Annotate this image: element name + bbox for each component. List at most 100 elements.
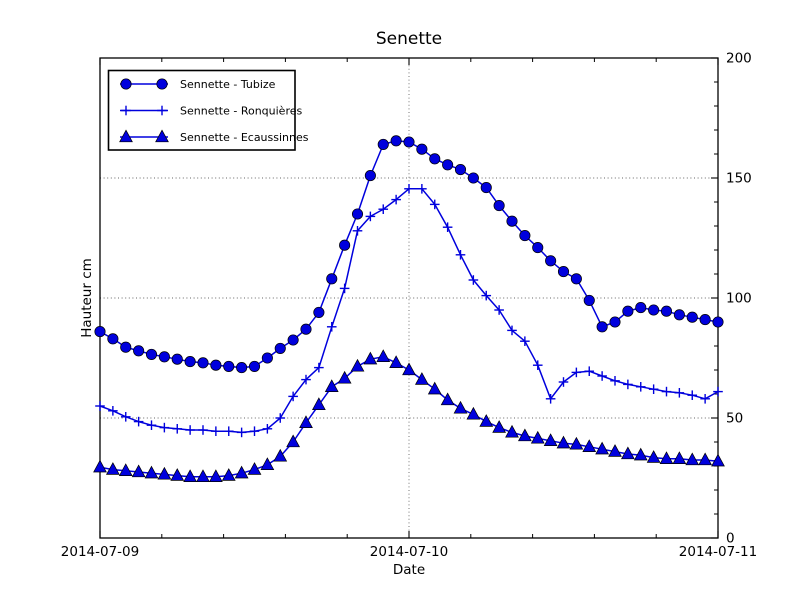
series-marker-Sennette - Tubize — [210, 359, 222, 371]
series-marker-Sennette - Tubize — [583, 294, 595, 306]
series-marker-Sennette - Tubize — [467, 172, 479, 184]
series-marker-Sennette - Ecaussinnes — [363, 351, 378, 365]
series-marker-Sennette - Tubize — [107, 333, 119, 345]
series-marker-Sennette - Tubize — [145, 348, 158, 360]
series-marker-Sennette - Tubize — [171, 353, 183, 365]
series-marker-Sennette - Tubize — [274, 342, 286, 354]
series-marker-Sennette - Tubize — [635, 302, 647, 314]
series-marker-Sennette - Ecaussinnes — [144, 465, 159, 479]
series-marker-Sennette - Ecaussinnes — [672, 451, 687, 464]
series-marker-Sennette - Tubize — [197, 357, 209, 369]
series-marker-Sennette - Ecaussinnes — [389, 355, 404, 368]
series-marker-Sennette - Tubize — [673, 309, 685, 321]
legend-label-Sennette - Ronquières: Sennette - Ronquières — [180, 105, 302, 118]
series-marker-Sennette - Ecaussinnes — [247, 462, 262, 475]
series-marker-Sennette - Tubize — [570, 273, 582, 285]
series-marker-Sennette - Tubize — [390, 135, 402, 147]
series-marker-Sennette - Tubize — [313, 306, 325, 318]
series-marker-Sennette - Tubize — [686, 311, 698, 323]
series-marker-Sennette - Ecaussinnes — [582, 439, 597, 452]
x-tick-label-2014-07-09: 2014-07-09 — [61, 544, 139, 560]
series-marker-Sennette - Ecaussinnes — [311, 397, 326, 410]
series-marker-Sennette - Ecaussinnes — [440, 392, 455, 406]
series-marker-Sennette - Tubize — [429, 153, 441, 165]
series-marker-Sennette - Ecaussinnes — [530, 430, 545, 444]
series-marker-Sennette - Ecaussinnes — [183, 469, 198, 482]
series-marker-Sennette - Tubize — [351, 208, 364, 220]
x-tick-label-2014-07-11: 2014-07-11 — [679, 544, 757, 560]
series-marker-Sennette - Tubize — [506, 215, 518, 227]
series-marker-Sennette - Ecaussinnes — [286, 434, 301, 448]
y-tick-label-150: 150 — [726, 171, 752, 187]
series-marker-Sennette - Ecaussinnes — [170, 468, 185, 481]
series-marker-Sennette - Tubize — [158, 351, 170, 363]
series-marker-Sennette - Tubize — [248, 360, 261, 372]
y-tick-label-50: 50 — [726, 411, 743, 427]
series-marker-Sennette - Ecaussinnes — [350, 358, 365, 372]
series-marker-Sennette - Ecaussinnes — [479, 414, 494, 427]
series-marker-Sennette - Tubize — [236, 362, 248, 374]
x-axis-label: Date — [392, 562, 426, 578]
series-marker-Sennette - Ecaussinnes — [427, 381, 442, 395]
series-marker-Sennette - Tubize — [712, 316, 724, 328]
series-marker-Sennette - Tubize — [699, 314, 711, 326]
series-marker-Sennette - Tubize — [609, 316, 621, 328]
series-marker-Sennette - Ecaussinnes — [337, 370, 352, 384]
series-marker-Sennette - Tubize — [133, 345, 145, 357]
series-marker-Sennette - Tubize — [648, 304, 660, 316]
y-tick-label-200: 200 — [726, 51, 752, 67]
series-marker-Sennette - Ecaussinnes — [157, 466, 172, 480]
series-marker-Sennette - Tubize — [416, 143, 428, 155]
series-marker-Sennette - Tubize — [545, 255, 557, 267]
series-marker-Sennette - Tubize — [364, 170, 376, 182]
series-marker-Sennette - Tubize — [442, 159, 454, 171]
y-axis-label: Hauteur cm — [79, 258, 95, 338]
series-marker-Sennette - Tubize — [287, 334, 299, 346]
legend-marker-circle-icon — [120, 78, 132, 90]
series-marker-Sennette - Tubize — [660, 305, 673, 317]
series-marker-Sennette - Tubize — [261, 352, 273, 364]
series-marker-Sennette - Tubize — [493, 200, 505, 212]
series-marker-Sennette - Ecaussinnes — [620, 446, 635, 460]
series-marker-Sennette - Ecaussinnes — [466, 406, 481, 420]
series-marker-Sennette - Ecaussinnes — [402, 362, 416, 376]
series-marker-Sennette - Tubize — [326, 273, 338, 285]
series-marker-Sennette - Tubize — [223, 360, 235, 372]
series-marker-Sennette - Ecaussinnes — [569, 436, 584, 450]
series-marker-Sennette - Ecaussinnes — [376, 349, 391, 362]
series-marker-Sennette - Ecaussinnes — [105, 462, 120, 475]
series-marker-Sennette - Ecaussinnes — [633, 447, 648, 461]
series-marker-Sennette - Tubize — [596, 321, 608, 333]
series-marker-Sennette - Ecaussinnes — [299, 415, 313, 428]
series-marker-Sennette - Ecaussinnes — [196, 469, 210, 482]
series-marker-Sennette - Ecaussinnes — [131, 464, 146, 478]
series-marker-Sennette - Ecaussinnes — [93, 459, 107, 473]
series-marker-Sennette - Tubize — [120, 341, 132, 353]
series-line-Sennette - Tubize — [99, 140, 719, 369]
series-marker-Sennette - Tubize — [519, 230, 531, 242]
series-marker-Sennette - Tubize — [532, 242, 544, 254]
series-marker-Sennette - Ecaussinnes — [273, 448, 288, 462]
series-marker-Sennette - Ecaussinnes — [608, 444, 622, 457]
series-marker-Sennette - Tubize — [377, 138, 389, 150]
series-marker-Sennette - Ecaussinnes — [595, 441, 610, 455]
series-marker-Sennette - Ecaussinnes — [492, 420, 507, 433]
series-marker-Sennette - Tubize — [184, 356, 196, 368]
series-marker-Sennette - Tubize — [557, 266, 570, 278]
series-marker-Sennette - Ecaussinnes — [698, 452, 713, 466]
series-marker-Sennette - Tubize — [480, 182, 492, 194]
series-marker-Sennette - Ecaussinnes — [234, 465, 249, 479]
series-marker-Sennette - Tubize — [94, 326, 106, 338]
series-marker-Sennette - Ecaussinnes — [221, 468, 236, 481]
series-marker-Sennette - Ecaussinnes — [711, 453, 725, 467]
y-tick-label-100: 100 — [726, 291, 752, 307]
legend-marker-triangle-icon — [119, 129, 133, 143]
series-marker-Sennette - Ecaussinnes — [208, 469, 223, 482]
series-marker-Sennette - Tubize — [622, 305, 634, 317]
series-marker-Sennette - Ecaussinnes — [260, 457, 275, 470]
y-tick-label-0: 0 — [726, 531, 735, 547]
series-marker-Sennette - Ecaussinnes — [685, 452, 700, 466]
series-marker-Sennette - Ecaussinnes — [505, 424, 519, 438]
series-marker-Sennette - Tubize — [403, 136, 415, 148]
